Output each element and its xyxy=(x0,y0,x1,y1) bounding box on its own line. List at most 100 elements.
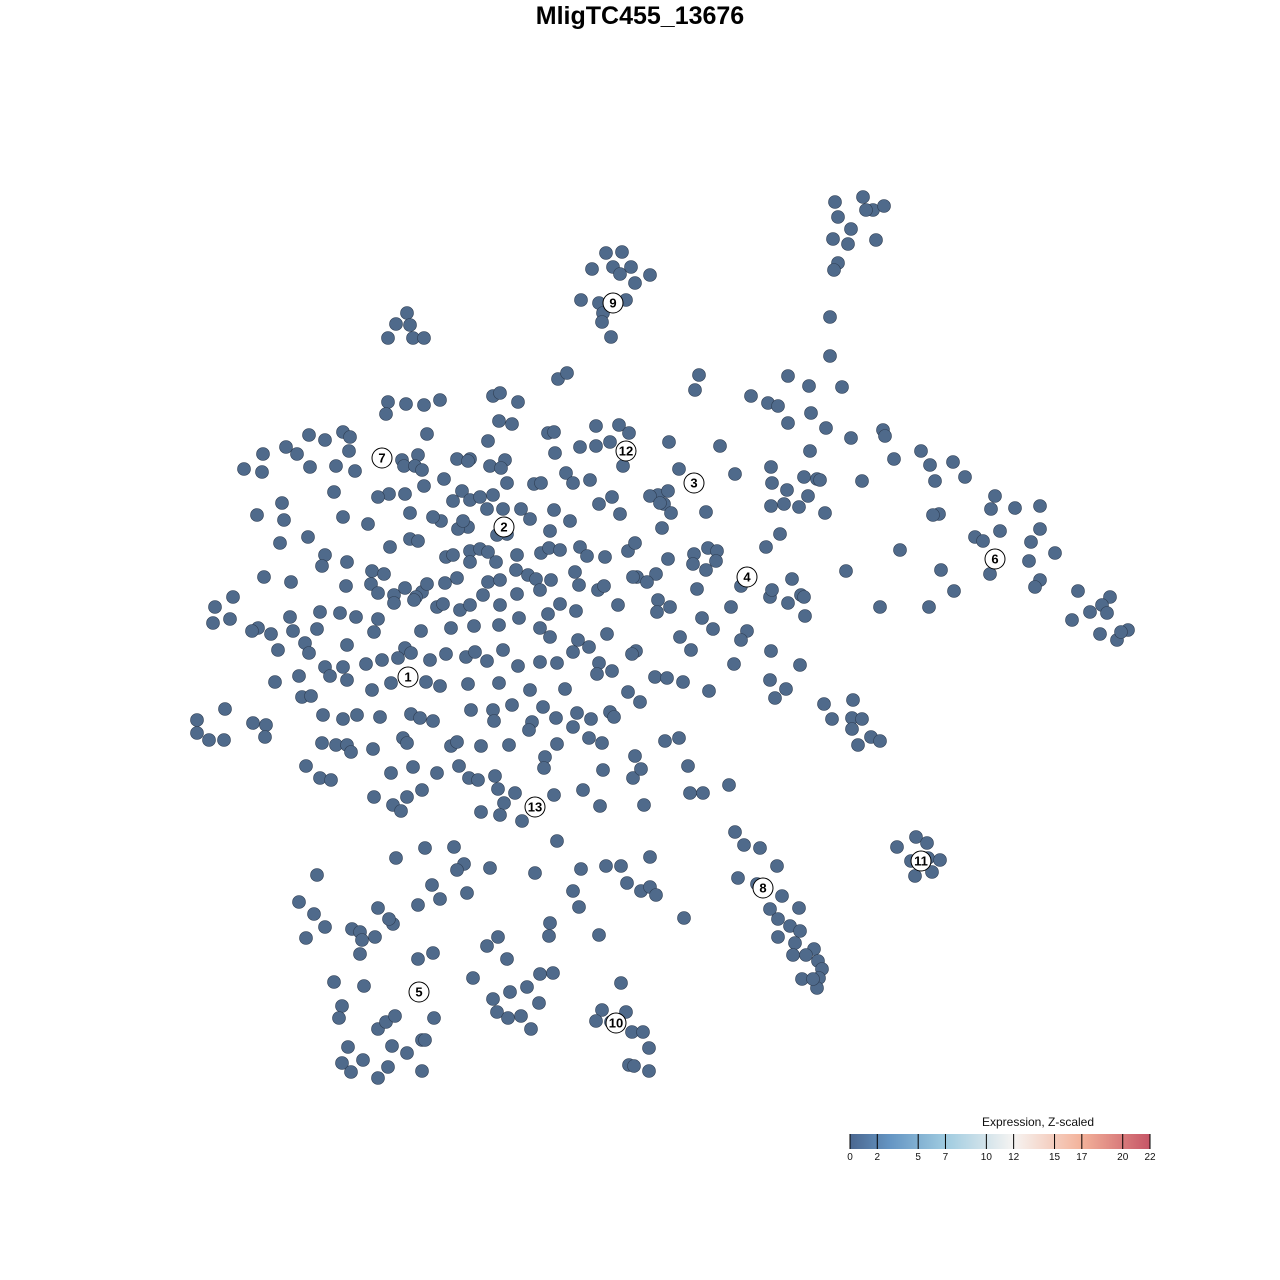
data-point xyxy=(480,502,494,516)
data-point xyxy=(237,462,251,476)
data-point xyxy=(318,920,332,934)
data-point xyxy=(418,1033,432,1047)
data-point xyxy=(364,577,378,591)
data-point xyxy=(474,739,488,753)
data-point xyxy=(316,708,330,722)
data-point xyxy=(1093,627,1107,641)
data-point xyxy=(528,866,542,880)
data-point xyxy=(926,508,940,522)
data-point xyxy=(637,798,651,812)
data-point xyxy=(533,621,547,635)
data-point xyxy=(488,769,502,783)
data-point xyxy=(690,582,704,596)
data-point xyxy=(411,952,425,966)
data-point xyxy=(566,476,580,490)
data-point xyxy=(492,676,506,690)
data-point xyxy=(664,506,678,520)
data-point xyxy=(547,788,561,802)
data-point xyxy=(327,485,341,499)
data-point xyxy=(417,479,431,493)
cluster-label-text: 9 xyxy=(609,296,616,311)
data-point xyxy=(621,685,635,699)
data-point xyxy=(543,524,557,538)
data-point xyxy=(560,366,574,380)
data-point xyxy=(649,567,663,581)
data-point xyxy=(318,433,332,447)
data-point xyxy=(515,814,529,828)
data-point xyxy=(771,399,785,413)
data-point xyxy=(381,395,395,409)
data-point xyxy=(524,1022,538,1036)
data-point xyxy=(628,536,642,550)
data-point xyxy=(335,1056,349,1070)
data-point xyxy=(423,653,437,667)
data-point xyxy=(793,924,807,938)
data-point xyxy=(264,627,278,641)
data-point xyxy=(569,604,583,618)
data-point xyxy=(511,395,525,409)
data-point xyxy=(427,1011,441,1025)
data-point xyxy=(450,571,464,585)
data-point xyxy=(256,447,270,461)
data-point xyxy=(684,643,698,657)
data-point xyxy=(417,331,431,345)
data-point xyxy=(613,507,627,521)
colorbar-tick-label: 7 xyxy=(942,1152,949,1163)
data-point xyxy=(559,466,573,480)
data-point xyxy=(573,440,587,454)
cluster-label-text: 1 xyxy=(404,670,411,685)
data-point xyxy=(549,711,563,725)
data-point xyxy=(1008,501,1022,515)
data-point xyxy=(673,630,687,644)
data-point xyxy=(612,418,626,432)
data-point xyxy=(793,658,807,672)
cluster-label-badge xyxy=(524,796,546,818)
data-point xyxy=(1033,499,1047,513)
data-point xyxy=(217,733,231,747)
data-point xyxy=(1083,605,1097,619)
data-point xyxy=(258,730,272,744)
data-point xyxy=(792,500,806,514)
data-point xyxy=(491,930,505,944)
data-point xyxy=(546,966,560,980)
cluster-label-badge xyxy=(605,1012,627,1034)
data-point xyxy=(831,210,845,224)
data-point xyxy=(271,643,285,657)
data-point xyxy=(497,796,511,810)
data-point xyxy=(765,476,779,490)
data-point xyxy=(502,738,516,752)
data-point xyxy=(683,786,697,800)
data-point xyxy=(706,622,720,636)
data-point xyxy=(492,414,506,428)
data-point xyxy=(533,655,547,669)
data-point xyxy=(553,597,567,611)
data-point xyxy=(788,936,802,950)
data-point xyxy=(574,862,588,876)
data-point xyxy=(773,527,787,541)
data-point xyxy=(797,470,811,484)
data-point xyxy=(329,459,343,473)
data-point xyxy=(547,425,561,439)
data-point xyxy=(877,199,891,213)
data-point xyxy=(400,736,414,750)
data-point xyxy=(400,790,414,804)
data-point xyxy=(958,470,972,484)
data-point xyxy=(934,563,948,577)
data-point xyxy=(1065,613,1079,627)
data-point xyxy=(798,609,812,623)
data-point xyxy=(661,552,675,566)
data-point xyxy=(356,1053,370,1067)
data-point xyxy=(622,426,636,440)
data-point xyxy=(307,907,321,921)
data-point xyxy=(806,972,820,986)
data-point xyxy=(692,368,706,382)
data-point xyxy=(839,564,853,578)
colorbar-tick-label: 5 xyxy=(915,1152,921,1163)
data-point xyxy=(599,246,613,260)
data-point xyxy=(404,646,418,660)
data-point xyxy=(855,474,869,488)
data-point xyxy=(382,912,396,926)
data-point xyxy=(420,577,434,591)
data-point xyxy=(341,1040,355,1054)
